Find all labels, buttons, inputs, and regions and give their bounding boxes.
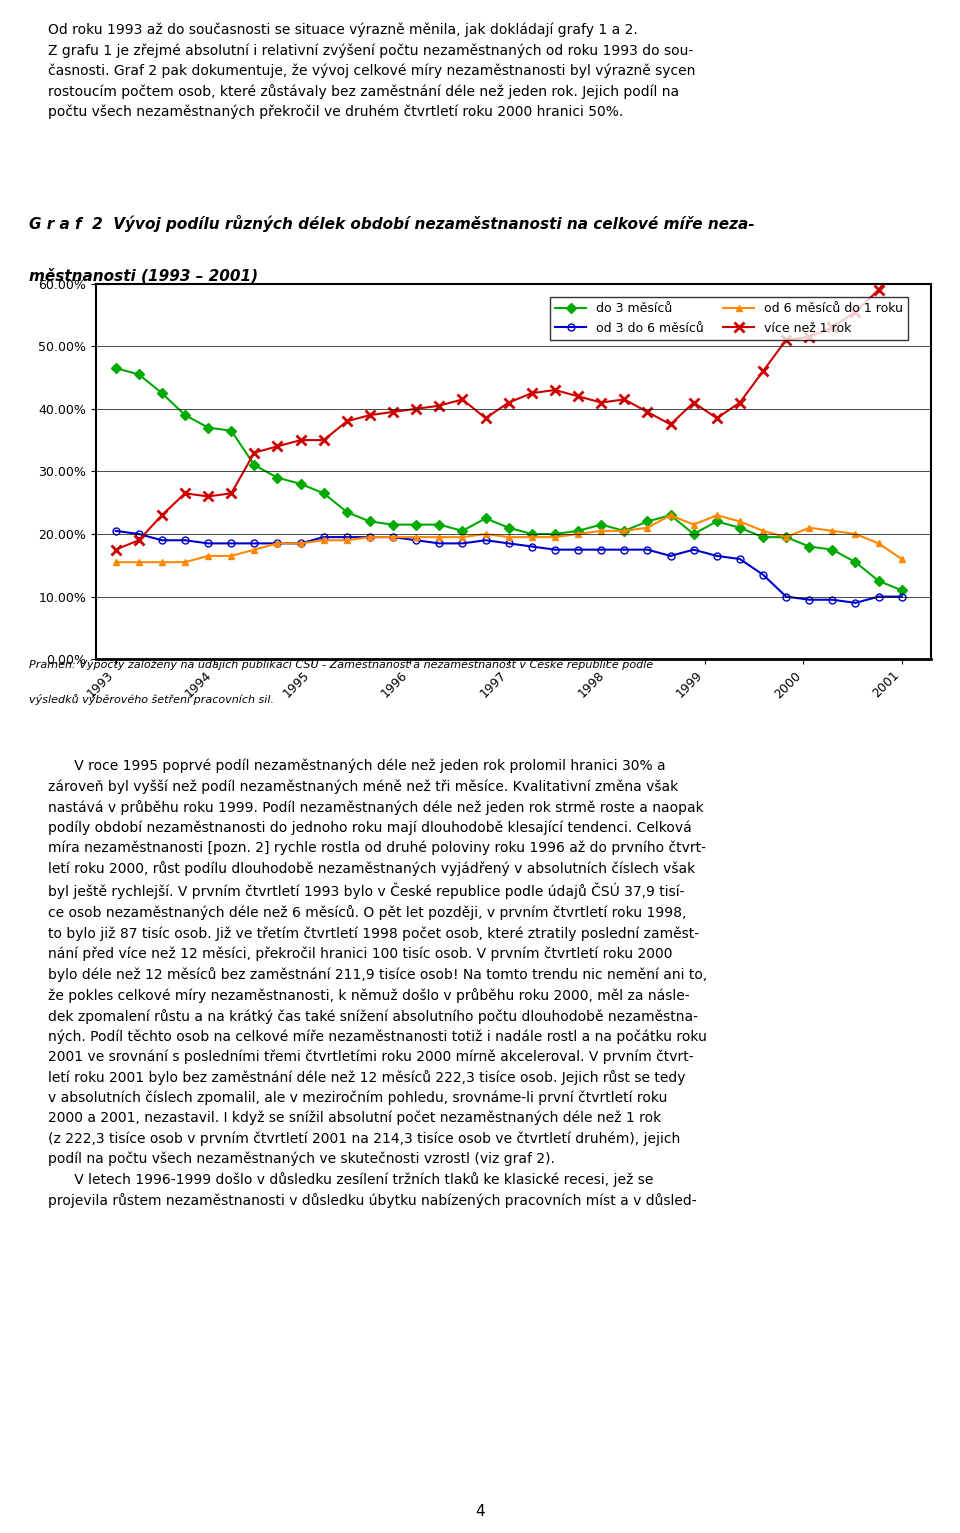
Text: Od roku 1993 až do současnosti se situace výrazně měnila, jak dokládají grafy 1 : Od roku 1993 až do současnosti se situac… — [48, 23, 695, 120]
Text: Pramen: Výpočty založeny na údajích publikací ČSÚ - Zaměstnanost a nezaměstnanos: Pramen: Výpočty založeny na údajích publ… — [29, 658, 653, 670]
Text: výsledků výběrového šetření pracovních sil.: výsledků výběrového šetření pracovních s… — [29, 694, 274, 705]
Text: G r a f  2  Vývoj podílu různých délek období nezaměstnanosti na celkové míře ne: G r a f 2 Vývoj podílu různých délek obd… — [29, 215, 755, 231]
Text: 4: 4 — [475, 1504, 485, 1519]
Text: V roce 1995 poprvé podíl nezaměstnaných déle než jeden rok prolomil hranici 30% : V roce 1995 poprvé podíl nezaměstnaných … — [48, 759, 708, 1208]
Legend: do 3 měsíců, od 3 do 6 měsíců, od 6 měsíců do 1 roku, více než 1 rok: do 3 měsíců, od 3 do 6 měsíců, od 6 měsí… — [550, 297, 908, 340]
Text: městnanosti (1993 – 2001): městnanosti (1993 – 2001) — [29, 268, 258, 284]
